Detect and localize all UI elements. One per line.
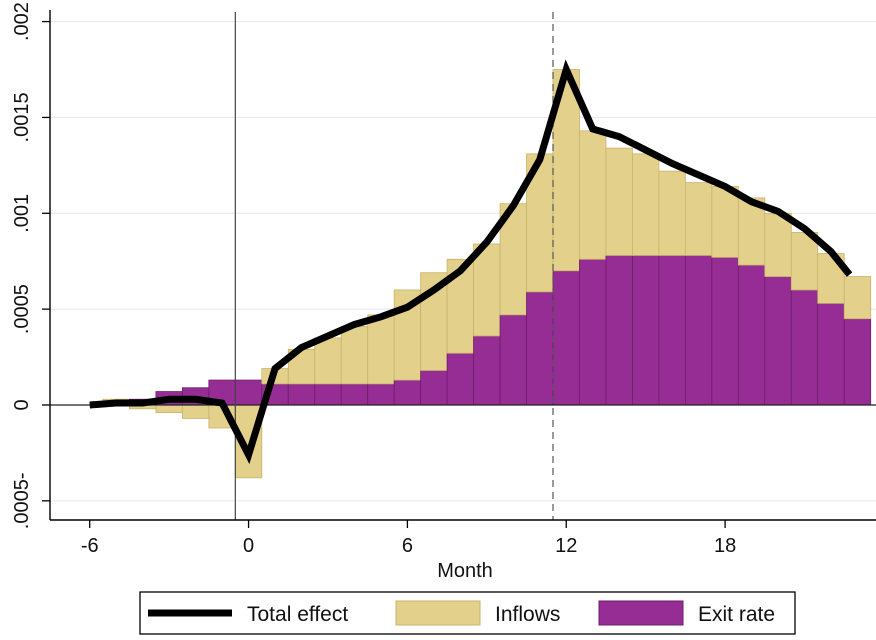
x-tick-label: 6 (402, 535, 413, 557)
bar-inflows (685, 183, 711, 256)
x-tick-label: 18 (714, 535, 736, 557)
x-tick-label: 12 (555, 535, 577, 557)
bar-inflows (765, 213, 791, 276)
bar-inflows (579, 131, 605, 259)
bar-exit-rate (341, 384, 367, 405)
bar-inflows (341, 326, 367, 384)
bar-exit-rate (791, 290, 817, 405)
legend-swatch-exit-rate (599, 601, 683, 625)
legend-label-exit-rate: Exit rate (698, 603, 775, 626)
x-tick-label: -6 (81, 535, 99, 557)
bar-exit-rate (421, 370, 447, 405)
bar-inflows (632, 154, 658, 256)
bar-exit-rate (606, 255, 632, 405)
bar-inflows (844, 277, 870, 319)
bar-inflows (606, 148, 632, 255)
bar-exit-rate (579, 259, 605, 405)
bar-exit-rate (553, 271, 579, 405)
x-tick-label: 0 (243, 535, 254, 557)
bar-exit-rate (738, 265, 764, 405)
y-tick-label: 0 (11, 399, 33, 410)
bar-inflows (712, 186, 738, 257)
y-tick-label: .001 (11, 194, 33, 233)
bar-inflows (156, 405, 182, 413)
bar-exit-rate (474, 336, 500, 405)
bar-exit-rate (527, 292, 553, 405)
legend-label-inflows: Inflows (495, 603, 560, 626)
bar-exit-rate (685, 255, 711, 405)
bar-inflows (474, 244, 500, 336)
x-axis-title: Month (437, 560, 493, 582)
bar-inflows (315, 338, 341, 384)
bar-exit-rate (394, 380, 420, 405)
bar-exit-rate (235, 380, 261, 405)
bar-inflows (659, 171, 685, 255)
y-tick-label: .002 (11, 2, 33, 41)
bar-inflows (182, 405, 208, 418)
legend-swatch-inflows (396, 601, 480, 625)
bar-exit-rate (500, 315, 526, 405)
legend-item-inflows: Inflows (396, 601, 560, 626)
bar-exit-rate (632, 255, 658, 405)
y-tick-label: .0015 (11, 92, 33, 142)
legend: Total effect Inflows Exit rate (140, 592, 795, 634)
bar-exit-rate (368, 384, 394, 405)
bar-exit-rate (315, 384, 341, 405)
bar-exit-rate (844, 319, 870, 405)
y-tick-label: .0005 (11, 284, 33, 334)
bar-exit-rate (288, 384, 314, 405)
bar-exit-rate (712, 257, 738, 405)
bar-exit-rate (447, 353, 473, 405)
legend-label-total-effect: Total effect (247, 603, 348, 626)
bar-exit-rate (818, 303, 844, 405)
bar-exit-rate (659, 255, 685, 405)
y-tick-label: .0005- (11, 472, 33, 529)
bar-inflows (368, 315, 394, 384)
bar-exit-rate (765, 277, 791, 405)
